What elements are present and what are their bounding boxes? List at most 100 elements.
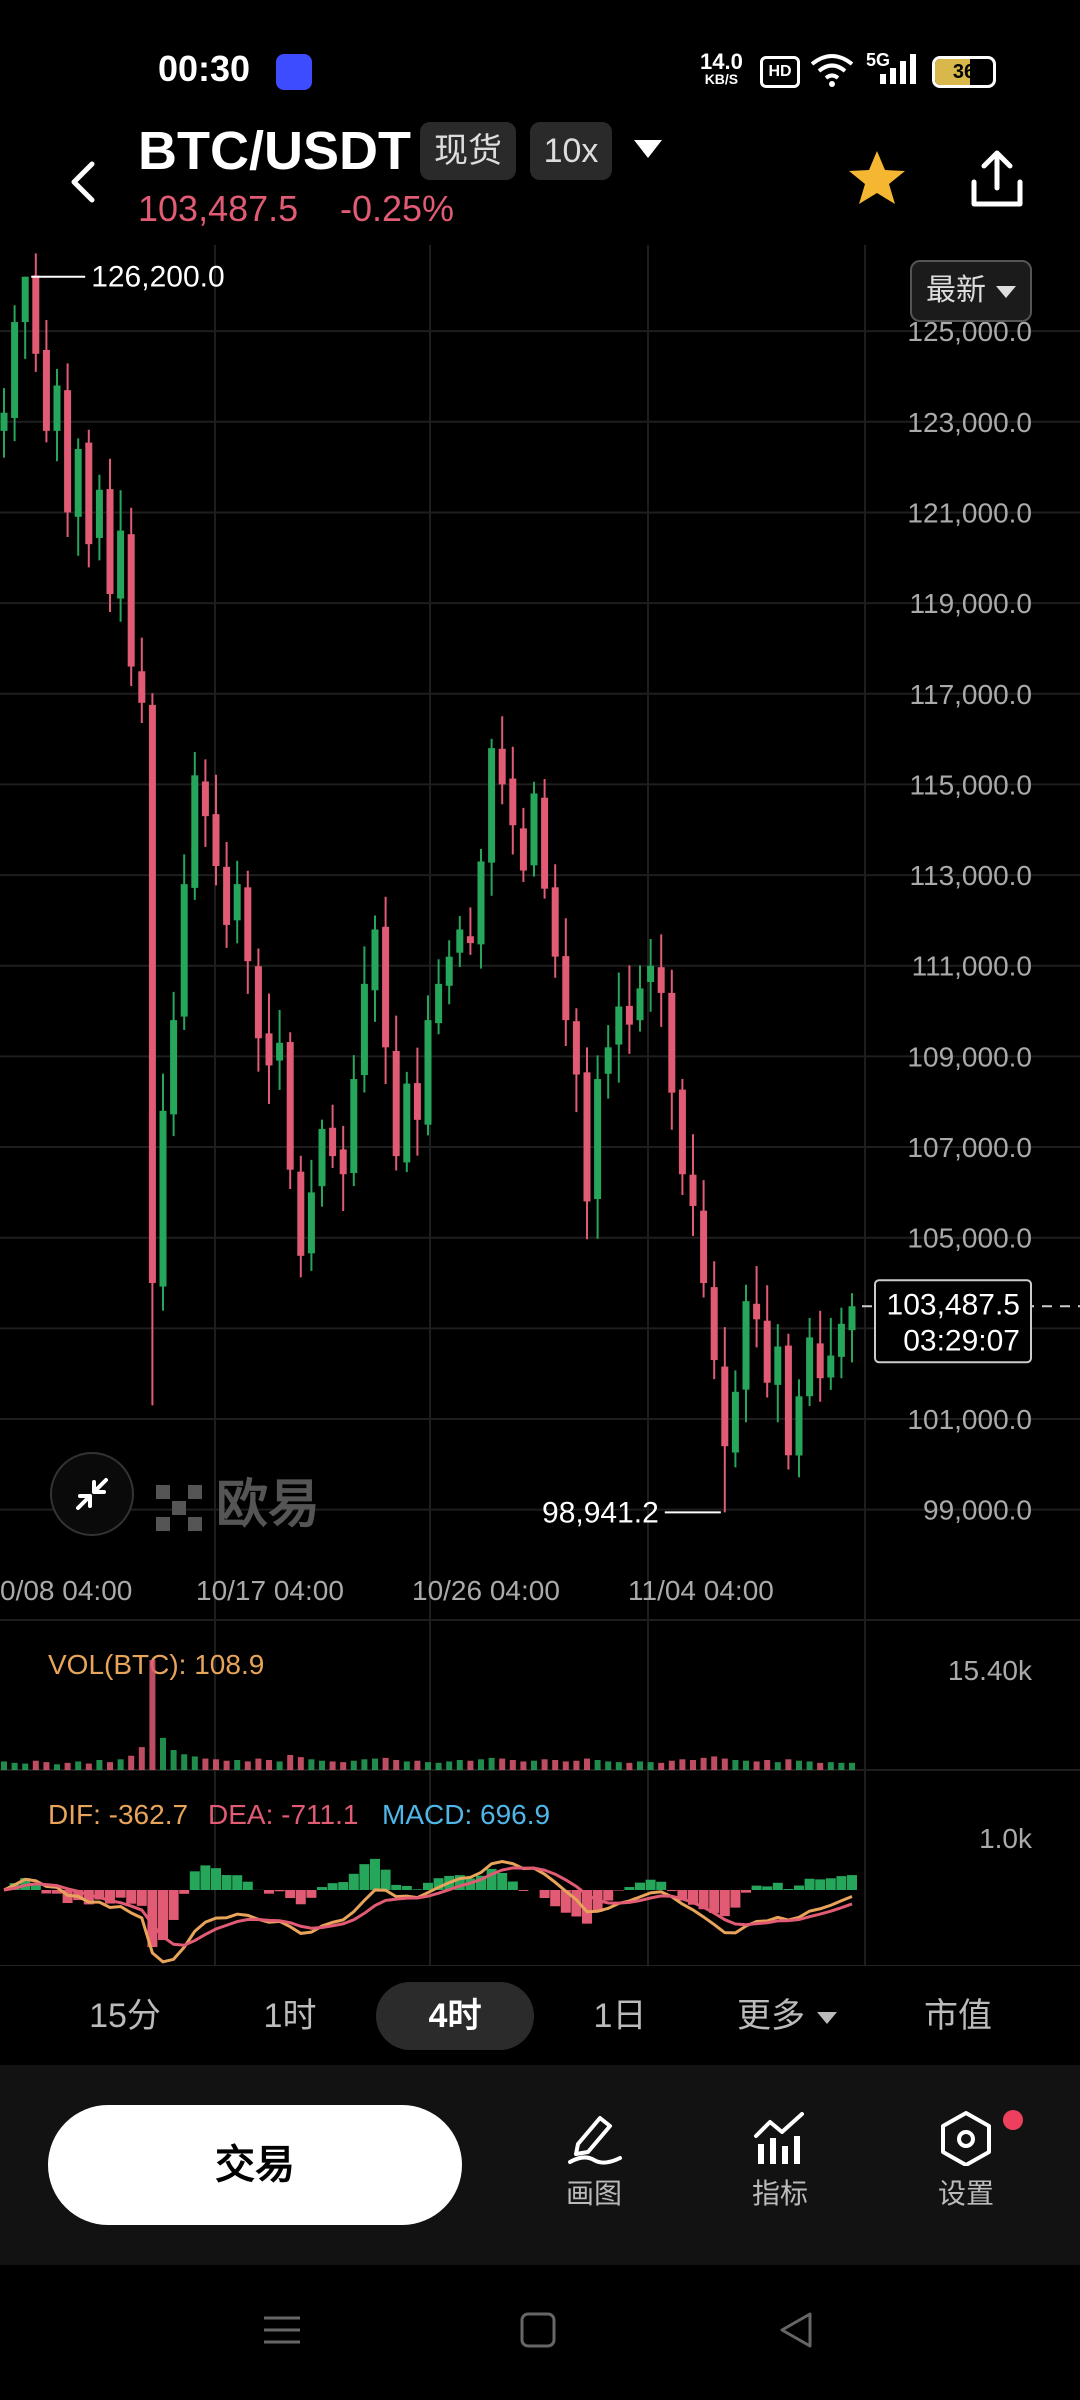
macd-histogram-bar bbox=[507, 1881, 518, 1890]
draw-tool-button[interactable]: 画图 bbox=[534, 2110, 654, 2212]
candle-body bbox=[774, 1346, 782, 1385]
timeframe-tab-2[interactable]: 4时 bbox=[376, 1982, 534, 2050]
macd-macd-label: MACD: 696.9 bbox=[382, 1799, 550, 1830]
volume-bar bbox=[774, 1762, 781, 1770]
candle-body bbox=[541, 797, 549, 889]
settings-button[interactable]: 设置 bbox=[906, 2110, 1026, 2212]
candle-body bbox=[307, 1192, 315, 1254]
macd-histogram-bar bbox=[232, 1875, 243, 1890]
candle-body bbox=[562, 956, 570, 1021]
latest-button[interactable]: 最新 bbox=[910, 260, 1032, 322]
leverage-chip[interactable]: 10x bbox=[530, 122, 612, 180]
volume-bar bbox=[562, 1761, 569, 1770]
candle-body bbox=[604, 1047, 612, 1074]
timeframe-label: 4时 bbox=[428, 1997, 482, 2035]
macd-histogram-bar bbox=[550, 1890, 561, 1907]
home-nav-icon[interactable] bbox=[518, 2310, 558, 2350]
more-dropdown-icon bbox=[817, 2012, 837, 2025]
macd-histogram-bar bbox=[168, 1890, 179, 1920]
macd-histogram-bar bbox=[762, 1886, 773, 1890]
time-tick-label: 0/08 04:00 bbox=[0, 1575, 132, 1606]
macd-histogram-bar bbox=[264, 1890, 274, 1894]
volume-bar bbox=[170, 1750, 177, 1770]
high-price-label: 126,200.0 bbox=[91, 261, 224, 294]
volume-bar bbox=[796, 1760, 802, 1770]
volume-bar bbox=[732, 1760, 739, 1770]
volume-bar bbox=[446, 1761, 453, 1770]
macd-histogram-bar bbox=[401, 1885, 412, 1890]
back-arrow-icon[interactable] bbox=[62, 160, 106, 204]
macd-histogram-bar bbox=[30, 1883, 41, 1890]
macd-histogram-bar bbox=[338, 1882, 349, 1890]
collapse-fullscreen-icon[interactable] bbox=[50, 1452, 134, 1536]
macd-histogram-bar bbox=[825, 1878, 836, 1890]
volume-bar bbox=[584, 1758, 590, 1770]
price-tick-label: 121,000.0 bbox=[907, 497, 1032, 528]
candle-body bbox=[509, 778, 517, 826]
macd-histogram-bar bbox=[274, 1890, 285, 1892]
candle-body bbox=[371, 929, 379, 991]
candle-body bbox=[742, 1301, 750, 1390]
candle-body bbox=[21, 276, 29, 322]
candle-body bbox=[170, 1020, 178, 1115]
latest-dropdown-icon bbox=[996, 286, 1016, 299]
timeframe-label: 1时 bbox=[263, 1997, 317, 2035]
macd-histogram-bar bbox=[847, 1875, 857, 1890]
timeframe-tab-3[interactable]: 1日 bbox=[560, 1966, 680, 2066]
share-icon[interactable] bbox=[966, 148, 1028, 210]
volume-bar bbox=[520, 1761, 527, 1770]
macd-dif-label: DIF: -362.7 bbox=[48, 1799, 188, 1830]
favorite-star-icon[interactable] bbox=[846, 148, 908, 210]
spot-chip[interactable]: 现货 bbox=[420, 122, 516, 180]
menu-nav-icon[interactable] bbox=[262, 2310, 302, 2350]
candle-body bbox=[466, 936, 474, 944]
volume-bar bbox=[234, 1760, 241, 1770]
candle-body bbox=[117, 530, 125, 599]
low-price-label: 98,941.2 bbox=[542, 1496, 659, 1529]
price-tick-label: 101,000.0 bbox=[907, 1404, 1032, 1435]
draw-label: 画图 bbox=[565, 2178, 622, 2209]
timeframe-label: 15分 bbox=[89, 1997, 161, 2035]
candle-body bbox=[339, 1149, 347, 1175]
timeframe-label: 更多 bbox=[737, 1997, 805, 2035]
timeframe-tab-1[interactable]: 1时 bbox=[230, 1966, 350, 2066]
volume-bar bbox=[287, 1755, 294, 1770]
timeframe-label: 市值 bbox=[924, 1997, 992, 2035]
macd-histogram-bar bbox=[772, 1882, 783, 1890]
watermark-text: 欧易 bbox=[216, 1476, 321, 1534]
volume-axis-label: 15.40k bbox=[948, 1655, 1033, 1686]
back-nav-icon[interactable] bbox=[776, 2310, 816, 2350]
candle-body bbox=[382, 926, 390, 1048]
time-tick-label: 11/04 04:00 bbox=[628, 1575, 774, 1606]
candles bbox=[0, 253, 856, 1513]
macd-histogram-bar bbox=[94, 1890, 105, 1900]
candle-body bbox=[276, 1042, 284, 1061]
kline-chart[interactable]: 125,000.0123,000.0121,000.0119,000.0117,… bbox=[0, 245, 1080, 1965]
macd-histogram-bar bbox=[179, 1890, 190, 1894]
indicators-button[interactable]: 指标 bbox=[720, 2110, 840, 2212]
price-tick-label: 109,000.0 bbox=[907, 1041, 1032, 1072]
macd-histogram-bar bbox=[9, 1883, 20, 1890]
status-bar: 00:30 14.0 KB/S HD 5G 36 bbox=[0, 0, 1080, 130]
macd-histogram-bar bbox=[83, 1890, 94, 1905]
timeframe-tab-0[interactable]: 15分 bbox=[60, 1966, 190, 2066]
volume-bar bbox=[690, 1760, 696, 1770]
macd-histogram-bar bbox=[497, 1873, 508, 1890]
timeframe-label: 1日 bbox=[593, 1997, 647, 2035]
macd-dea-line bbox=[3, 1866, 853, 1947]
pair-title[interactable]: BTC/USDT bbox=[138, 121, 411, 181]
price-tick-label: 119,000.0 bbox=[910, 588, 1033, 619]
timeframe-tab-5[interactable]: 市值 bbox=[898, 1966, 1018, 2066]
macd-histogram-bar bbox=[571, 1890, 582, 1917]
pair-dropdown-caret-icon[interactable] bbox=[634, 140, 662, 158]
volume-bar bbox=[202, 1758, 209, 1770]
volume-bar bbox=[266, 1760, 272, 1770]
system-nav-bar bbox=[0, 2265, 1080, 2400]
candle-body bbox=[816, 1343, 824, 1379]
macd-histogram-bar bbox=[613, 1890, 624, 1891]
candle-body bbox=[318, 1128, 326, 1187]
trade-button[interactable]: 交易 bbox=[48, 2105, 462, 2225]
timeframe-tab-4[interactable]: 更多 bbox=[712, 1966, 862, 2066]
candle-body bbox=[32, 275, 40, 354]
candle-body bbox=[53, 385, 61, 431]
